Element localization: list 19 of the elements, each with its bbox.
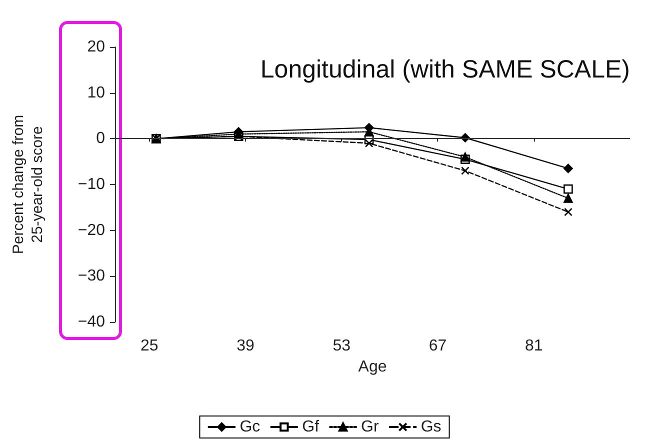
y-axis-title: Percent change from 25-year-old score: [10, 114, 46, 254]
x-tick-label: 67: [428, 338, 447, 354]
y-tick-label: −10: [78, 176, 106, 193]
y-tick-label: 10: [87, 84, 106, 102]
legend-label: Gs: [420, 418, 442, 436]
y-tick-label: −30: [78, 268, 106, 285]
x-axis-title: Age: [358, 358, 387, 376]
x-tick-label: 81: [524, 338, 543, 354]
chart-title: Longitudinal (with SAME SCALE): [260, 56, 630, 84]
legend-label: Gf: [302, 418, 320, 436]
legend-label: Gc: [240, 418, 260, 436]
y-tick-label: 0: [96, 130, 106, 148]
legend-label: Gr: [361, 418, 380, 436]
y-tick-label: −40: [78, 314, 106, 330]
y-tick-label: 20: [87, 38, 106, 56]
y-tick-label: −20: [78, 222, 106, 239]
x-tick-label: 53: [332, 338, 351, 354]
x-tick-label: 25: [140, 338, 158, 354]
x-tick-label: 39: [236, 338, 254, 354]
